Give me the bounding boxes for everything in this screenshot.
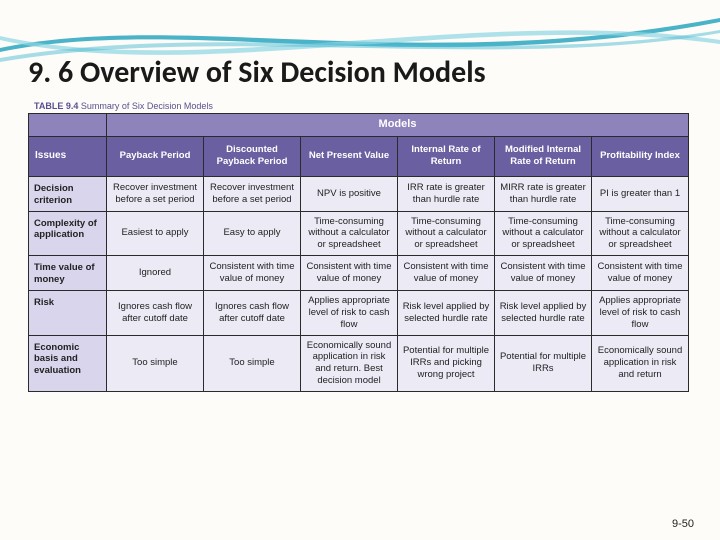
table-corner-blank xyxy=(29,114,107,137)
table-cell: Potential for multiple IRRs xyxy=(495,335,592,392)
table-row: Time value of money Ignored Consistent w… xyxy=(29,256,689,291)
table-cell: Time-consuming without a calculator or s… xyxy=(495,211,592,256)
table-cell: Risk level applied by selected hurdle ra… xyxy=(495,290,592,335)
row-header: Economic basis and evaluation xyxy=(29,335,107,392)
page-number: 9-50 xyxy=(672,518,694,530)
table-cell: Potential for multiple IRRs and picking … xyxy=(398,335,495,392)
table-cell: Economically sound application in risk a… xyxy=(592,335,689,392)
table-cell: IRR rate is greater than hurdle rate xyxy=(398,176,495,211)
slide-content: 9. 6 Overview of Six Decision Models TAB… xyxy=(0,0,720,392)
table-cell: Ignored xyxy=(107,256,204,291)
col-header: Net Present Value xyxy=(301,136,398,176)
row-header: Risk xyxy=(29,290,107,335)
decision-models-table: Models Issues Payback Period Discounted … xyxy=(28,113,689,392)
table-cell: Consistent with time value of money xyxy=(592,256,689,291)
table-cell: Time-consuming without a calculator or s… xyxy=(301,211,398,256)
table-cell: Too simple xyxy=(204,335,301,392)
row-header: Time value of money xyxy=(29,256,107,291)
table-cell: Applies appropriate level of risk to cas… xyxy=(592,290,689,335)
slide-title: 9. 6 Overview of Six Decision Models xyxy=(28,54,692,91)
col-header: Internal Rate of Return xyxy=(398,136,495,176)
table-cell: PI is greater than 1 xyxy=(592,176,689,211)
table-cell: Ignores cash flow after cutoff date xyxy=(204,290,301,335)
table-cell: Applies appropriate level of risk to cas… xyxy=(301,290,398,335)
table-cell: Consistent with time value of money xyxy=(495,256,592,291)
table-cell: Time-consuming without a calculator or s… xyxy=(592,211,689,256)
col-header: Payback Period xyxy=(107,136,204,176)
table-cell: Consistent with time value of money xyxy=(398,256,495,291)
table-cell: Consistent with time value of money xyxy=(204,256,301,291)
table-cell: Time-consuming without a calculator or s… xyxy=(398,211,495,256)
col-header: Profitability Index xyxy=(592,136,689,176)
table-cell: Ignores cash flow after cutoff date xyxy=(107,290,204,335)
table-cell: Economically sound application in risk a… xyxy=(301,335,398,392)
col-header: Modified Internal Rate of Return xyxy=(495,136,592,176)
table-cell: NPV is positive xyxy=(301,176,398,211)
table-cell: Easy to apply xyxy=(204,211,301,256)
table-cell: Recover investment before a set period xyxy=(204,176,301,211)
issues-header: Issues xyxy=(29,136,107,176)
table-cell: Risk level applied by selected hurdle ra… xyxy=(398,290,495,335)
table-cell: Consistent with time value of money xyxy=(301,256,398,291)
table-row: Complexity of application Easiest to app… xyxy=(29,211,689,256)
table-row: Risk Ignores cash flow after cutoff date… xyxy=(29,290,689,335)
table-cell: Easiest to apply xyxy=(107,211,204,256)
table-caption: TABLE 9.4 Summary of Six Decision Models xyxy=(34,101,692,111)
table-row: Decision criterion Recover investment be… xyxy=(29,176,689,211)
table-cell: Too simple xyxy=(107,335,204,392)
table-cell: MIRR rate is greater than hurdle rate xyxy=(495,176,592,211)
col-header: Discounted Payback Period xyxy=(204,136,301,176)
caption-label: TABLE 9.4 xyxy=(34,101,78,111)
caption-text: Summary of Six Decision Models xyxy=(81,101,213,111)
table-cell: Recover investment before a set period xyxy=(107,176,204,211)
row-header: Decision criterion xyxy=(29,176,107,211)
table-row: Economic basis and evaluation Too simple… xyxy=(29,335,689,392)
models-group-header: Models xyxy=(107,114,689,137)
row-header: Complexity of application xyxy=(29,211,107,256)
